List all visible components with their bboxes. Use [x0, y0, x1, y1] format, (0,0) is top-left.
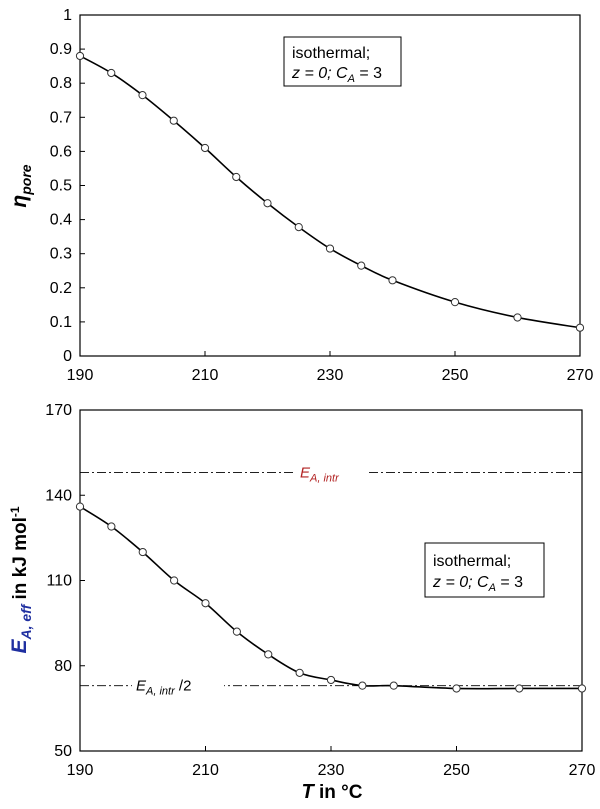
annotation-box: [283, 36, 402, 87]
y-tick-label: 0.7: [50, 109, 72, 126]
data-point: [107, 522, 116, 531]
y-tick-label: 80: [54, 658, 72, 675]
x-tick-label: 250: [442, 367, 469, 384]
y-tick-label: 0.3: [50, 246, 72, 263]
x-tick-label: 230: [318, 762, 345, 779]
data-point: [107, 68, 116, 78]
data-point: [295, 668, 304, 677]
y-tick-label: 0.5: [50, 178, 72, 195]
data-point: [263, 199, 272, 208]
markers-layer: [75, 51, 585, 332]
data-point: [513, 313, 522, 322]
y-tick-label: 0.9: [50, 41, 72, 58]
reference-line-label: EA, intr: [300, 465, 340, 485]
x-ticks: 190 210 230 250 270: [67, 351, 594, 384]
markers-layer: [75, 502, 587, 693]
data-point: [389, 681, 398, 690]
data-point: [170, 576, 179, 585]
reference-label-background: [132, 674, 224, 697]
data-point: [388, 276, 397, 285]
data-point: [200, 143, 210, 153]
reference-line-label: EA, intr /2: [136, 678, 191, 698]
curve-layer: [79, 505, 582, 690]
x-tick-label: 270: [569, 762, 596, 779]
data-point: [450, 298, 460, 307]
data-point: [575, 323, 585, 332]
annotation-line-1: isothermal;: [292, 45, 370, 62]
pore-efficiency-panel: 0 0.1 0.2 0.3 0.4 0.5 0.6 0.7 0.8 0.9 1 190 210 230 2…: [8, 7, 593, 384]
series-line: [79, 55, 581, 329]
y-tick-label: 0.1: [50, 314, 72, 331]
reference-label-background: [296, 461, 366, 484]
y-tick-label: 0.6: [50, 143, 72, 160]
data-point: [138, 91, 147, 100]
y-axis-title: ηpore: [8, 164, 34, 207]
annotation-line-1: isothermal;: [433, 553, 511, 570]
x-tick-label: 250: [443, 762, 470, 779]
y-tick-label: 0.2: [50, 280, 72, 297]
annotation-line-2: z = 0; CA = 3: [432, 574, 523, 594]
x-tick-label: 190: [67, 367, 94, 384]
annotation-box: [424, 542, 545, 598]
x-tick-label: 190: [67, 762, 94, 779]
y-tick-label: 0.4: [50, 212, 72, 229]
data-point: [577, 684, 587, 693]
data-point: [452, 684, 461, 693]
series-line: [79, 505, 582, 690]
x-ticks: 190 210 230 250 270: [67, 746, 596, 779]
reference-lines: EA, intr EA, intr /2: [80, 461, 582, 698]
data-point: [515, 684, 524, 693]
x-axis-title: T in °C: [302, 781, 363, 803]
y-tick-label: 1: [63, 7, 72, 24]
y-tick-label: 110: [46, 573, 72, 590]
data-point: [169, 116, 178, 125]
x-tick-label: 210: [192, 762, 219, 779]
data-point: [75, 51, 85, 61]
x-tick-label: 210: [192, 367, 219, 384]
data-point: [357, 261, 366, 270]
y-tick-label: 170: [45, 402, 72, 419]
y-axis-title: EA, eff in kJ mol-1: [8, 506, 34, 653]
curve-layer: [79, 55, 581, 329]
y-tick-label: 140: [45, 487, 72, 504]
y-ticks: 50 80 110 140 170: [45, 402, 85, 760]
data-point: [232, 172, 241, 182]
x-tick-label: 230: [317, 367, 344, 384]
data-point: [75, 502, 85, 511]
annotation-line-2: z = 0; CA = 3: [291, 65, 382, 85]
y-ticks: 0 0.1 0.2 0.3 0.4 0.5 0.6 0.7 0.8 0.9 1: [50, 7, 85, 365]
y-tick-label: 0: [63, 348, 72, 365]
data-point: [326, 675, 336, 685]
data-point: [358, 681, 367, 690]
x-tick-label: 270: [567, 367, 594, 384]
data-point: [294, 223, 303, 232]
data-point: [232, 627, 241, 636]
y-tick-label: 50: [54, 743, 72, 760]
data-point: [201, 599, 210, 608]
data-point: [325, 244, 335, 253]
data-point: [138, 547, 147, 557]
y-tick-label: 0.8: [50, 75, 72, 92]
data-point: [264, 650, 273, 659]
